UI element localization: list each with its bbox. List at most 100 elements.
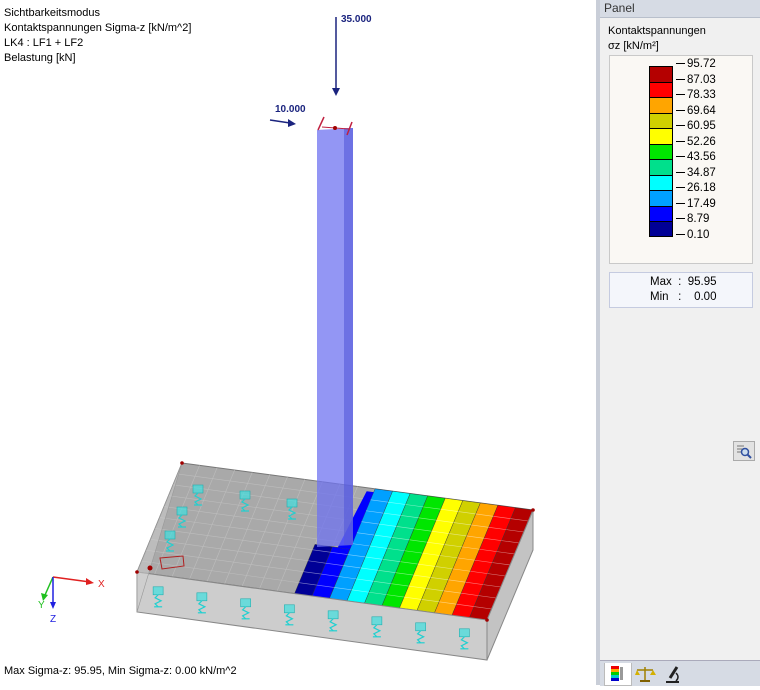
corner-node bbox=[531, 508, 535, 512]
spring-support bbox=[192, 484, 204, 506]
mesh-line bbox=[365, 556, 383, 560]
mesh-line bbox=[387, 548, 405, 552]
mesh-line bbox=[338, 576, 357, 580]
panel: Panel Kontaktspannungen σz [kN/m²] 95.72… bbox=[596, 0, 760, 686]
mesh-line bbox=[378, 570, 396, 573]
panel-tabs bbox=[600, 660, 760, 686]
tab-color-scale[interactable] bbox=[604, 663, 632, 686]
mesh-line bbox=[475, 513, 494, 517]
spring-support bbox=[371, 616, 383, 638]
mesh-line bbox=[431, 530, 450, 534]
mesh-line bbox=[493, 515, 511, 519]
color-legend: 95.72 87.03 78.33 69.64 60.95 52.26 43.56 34.87… bbox=[609, 55, 753, 264]
mesh-line bbox=[404, 596, 422, 600]
mesh-line bbox=[506, 529, 524, 533]
legend-swatch bbox=[649, 143, 673, 159]
spring-support bbox=[239, 490, 251, 512]
mesh-line bbox=[443, 590, 462, 594]
mesh-line bbox=[378, 523, 397, 527]
balance-icon bbox=[635, 667, 656, 682]
legend-swatch bbox=[649, 112, 673, 128]
spring-support bbox=[176, 506, 188, 528]
mesh-line bbox=[347, 554, 366, 558]
status-text: Max Sigma-z: 95.95, Min Sigma-z: 0.00 kN… bbox=[4, 665, 237, 677]
mesh-line bbox=[382, 559, 401, 563]
horizontal-load-arrow bbox=[269, 119, 296, 127]
max-min-box: Max : 95.95 Min : 0.00 bbox=[609, 272, 753, 308]
legend-value: 0.10 bbox=[676, 229, 709, 241]
info-line: Sichtbarkeitsmodus bbox=[4, 7, 100, 19]
mesh-line bbox=[492, 562, 511, 566]
local-axis-marker bbox=[159, 555, 185, 570]
legend-value: 78.33 bbox=[676, 89, 716, 101]
mesh-line bbox=[479, 548, 498, 552]
tab-balance[interactable] bbox=[632, 663, 658, 685]
horizontal-load-label: 10.000 bbox=[275, 104, 306, 115]
min-label: Min bbox=[650, 291, 669, 303]
vertical-load-label: 35.000 bbox=[341, 14, 372, 25]
slab-left-face bbox=[136, 462, 183, 613]
spring-cap bbox=[240, 598, 251, 608]
legend-value: 43.56 bbox=[676, 151, 716, 163]
mesh-line bbox=[417, 563, 436, 567]
legend-swatch bbox=[649, 128, 673, 144]
origin-node bbox=[147, 565, 153, 571]
spring-support bbox=[284, 604, 295, 626]
mesh-line bbox=[488, 526, 507, 530]
info-line: Kontaktspannungen Sigma-z [kN/m^2] bbox=[4, 22, 192, 34]
mesh-line bbox=[501, 540, 520, 544]
zoom-legend-button[interactable] bbox=[733, 441, 755, 461]
tab-microscope[interactable] bbox=[660, 663, 686, 685]
legend-value: 34.87 bbox=[676, 167, 716, 179]
mesh-line bbox=[351, 589, 370, 593]
3d-viewport[interactable]: 35.000 10.000 X Y Z Sichtbarkeitsmodus K… bbox=[0, 0, 596, 685]
legend-swatch bbox=[649, 81, 673, 97]
mesh-line bbox=[452, 568, 471, 572]
spring-coil bbox=[240, 498, 250, 512]
spring-cap bbox=[196, 592, 208, 602]
mesh-line bbox=[391, 537, 410, 541]
spring-cap bbox=[327, 610, 339, 620]
max-value: 95.95 bbox=[687, 276, 717, 288]
mesh-line bbox=[321, 573, 339, 577]
axis-triad: X Y Z bbox=[38, 576, 105, 625]
spring-cap bbox=[284, 604, 295, 614]
mesh-line bbox=[465, 581, 484, 585]
mesh-line bbox=[510, 518, 529, 522]
mesh-line bbox=[303, 571, 322, 575]
mesh-line bbox=[312, 549, 331, 553]
model-view[interactable]: 35.000 10.000 X Y Z bbox=[0, 0, 596, 685]
mesh-line bbox=[426, 541, 445, 545]
legend-value: 95.72 bbox=[676, 58, 716, 70]
mesh-line bbox=[391, 583, 409, 587]
spring-support bbox=[152, 586, 164, 608]
column bbox=[317, 116, 353, 547]
mesh-line bbox=[352, 543, 370, 547]
spring-cap bbox=[164, 530, 176, 540]
spring-supports bbox=[152, 484, 470, 650]
spring-cap bbox=[459, 628, 470, 638]
mesh-line bbox=[439, 601, 457, 605]
mesh-line bbox=[436, 519, 454, 523]
panel-header: Panel bbox=[600, 0, 760, 18]
spring-cap bbox=[192, 484, 204, 494]
mesh-line bbox=[456, 603, 475, 607]
mesh-line bbox=[435, 566, 453, 570]
mesh-line bbox=[388, 501, 406, 505]
mesh-line bbox=[369, 591, 387, 595]
legend-value: 8.79 bbox=[676, 213, 709, 225]
mesh-line bbox=[478, 595, 497, 599]
legend-value: 52.26 bbox=[676, 136, 716, 148]
legend-swatch bbox=[649, 159, 673, 175]
spring-support bbox=[459, 628, 470, 650]
mesh-line bbox=[461, 546, 480, 550]
spring-support bbox=[196, 592, 208, 614]
vertical-load-arrow bbox=[332, 17, 340, 96]
mesh-line bbox=[299, 582, 317, 586]
mesh-line bbox=[466, 535, 485, 539]
legend-swatch bbox=[649, 97, 673, 113]
mesh-line bbox=[396, 526, 415, 530]
result-type: Kontaktspannungen bbox=[608, 25, 706, 37]
foundation-slab bbox=[135, 461, 535, 661]
microscope-icon bbox=[666, 666, 679, 683]
